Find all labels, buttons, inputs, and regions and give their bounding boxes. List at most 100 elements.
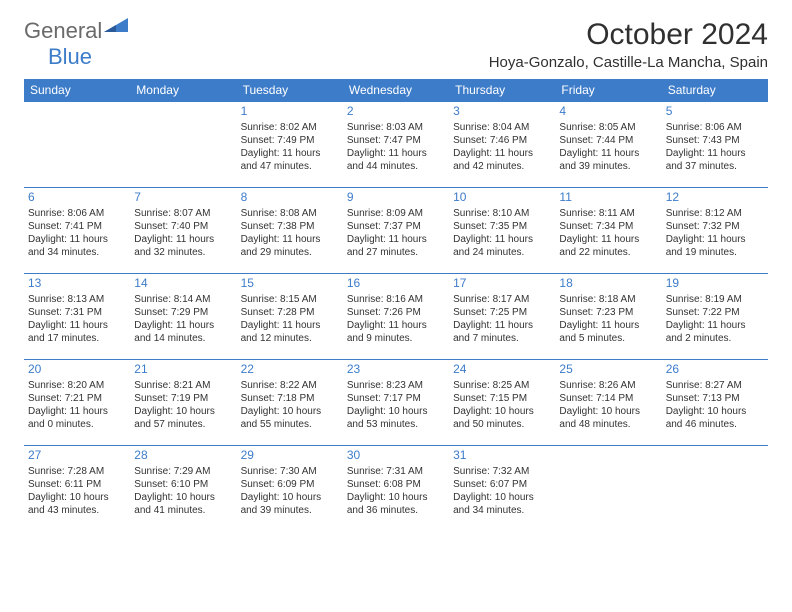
- sunset-line: Sunset: 7:19 PM: [134, 392, 232, 405]
- sunset-line: Sunset: 7:14 PM: [559, 392, 657, 405]
- logo: General Blue: [24, 18, 128, 70]
- sunset-line: Sunset: 7:37 PM: [347, 220, 445, 233]
- daylight-line: Daylight: 10 hours and 46 minutes.: [666, 405, 764, 431]
- daylight-line: Daylight: 10 hours and 41 minutes.: [134, 491, 232, 517]
- calendar-day-cell: 13Sunrise: 8:13 AMSunset: 7:31 PMDayligh…: [24, 274, 130, 360]
- daylight-line: Daylight: 11 hours and 14 minutes.: [134, 319, 232, 345]
- calendar-day-cell: [24, 102, 130, 188]
- sunset-line: Sunset: 7:17 PM: [347, 392, 445, 405]
- weekday-header-row: Sunday Monday Tuesday Wednesday Thursday…: [24, 79, 768, 102]
- daylight-line: Daylight: 11 hours and 12 minutes.: [241, 319, 339, 345]
- sunrise-line: Sunrise: 8:26 AM: [559, 379, 657, 392]
- sunset-line: Sunset: 7:28 PM: [241, 306, 339, 319]
- daylight-line: Daylight: 10 hours and 39 minutes.: [241, 491, 339, 517]
- sunset-line: Sunset: 7:43 PM: [666, 134, 764, 147]
- logo-text-general: General: [24, 18, 102, 44]
- calendar-table: Sunday Monday Tuesday Wednesday Thursday…: [24, 79, 768, 532]
- sunrise-line: Sunrise: 8:02 AM: [241, 121, 339, 134]
- calendar-day-cell: 8Sunrise: 8:08 AMSunset: 7:38 PMDaylight…: [237, 188, 343, 274]
- sunrise-line: Sunrise: 8:10 AM: [453, 207, 551, 220]
- day-number: 22: [241, 362, 339, 378]
- day-number: 16: [347, 276, 445, 292]
- day-number: 12: [666, 190, 764, 206]
- sunset-line: Sunset: 7:15 PM: [453, 392, 551, 405]
- daylight-line: Daylight: 11 hours and 5 minutes.: [559, 319, 657, 345]
- sunrise-line: Sunrise: 7:30 AM: [241, 465, 339, 478]
- sunset-line: Sunset: 7:34 PM: [559, 220, 657, 233]
- calendar-day-cell: 17Sunrise: 8:17 AMSunset: 7:25 PMDayligh…: [449, 274, 555, 360]
- sunrise-line: Sunrise: 8:22 AM: [241, 379, 339, 392]
- day-number: 6: [28, 190, 126, 206]
- sunset-line: Sunset: 7:49 PM: [241, 134, 339, 147]
- calendar-week-row: 20Sunrise: 8:20 AMSunset: 7:21 PMDayligh…: [24, 360, 768, 446]
- sunset-line: Sunset: 7:46 PM: [453, 134, 551, 147]
- calendar-day-cell: 3Sunrise: 8:04 AMSunset: 7:46 PMDaylight…: [449, 102, 555, 188]
- title-block: October 2024 Hoya-Gonzalo, Castille-La M…: [489, 18, 768, 71]
- calendar-day-cell: 6Sunrise: 8:06 AMSunset: 7:41 PMDaylight…: [24, 188, 130, 274]
- calendar-week-row: 6Sunrise: 8:06 AMSunset: 7:41 PMDaylight…: [24, 188, 768, 274]
- calendar-day-cell: 4Sunrise: 8:05 AMSunset: 7:44 PMDaylight…: [555, 102, 661, 188]
- daylight-line: Daylight: 11 hours and 0 minutes.: [28, 405, 126, 431]
- day-number: 5: [666, 104, 764, 120]
- sunrise-line: Sunrise: 7:29 AM: [134, 465, 232, 478]
- daylight-line: Daylight: 11 hours and 19 minutes.: [666, 233, 764, 259]
- sunrise-line: Sunrise: 8:06 AM: [28, 207, 126, 220]
- daylight-line: Daylight: 11 hours and 2 minutes.: [666, 319, 764, 345]
- day-number: 24: [453, 362, 551, 378]
- day-number: 14: [134, 276, 232, 292]
- calendar-day-cell: 19Sunrise: 8:19 AMSunset: 7:22 PMDayligh…: [662, 274, 768, 360]
- sunrise-line: Sunrise: 8:23 AM: [347, 379, 445, 392]
- day-number: 7: [134, 190, 232, 206]
- month-title: October 2024: [489, 18, 768, 52]
- sunset-line: Sunset: 7:31 PM: [28, 306, 126, 319]
- day-number: 4: [559, 104, 657, 120]
- sunrise-line: Sunrise: 8:05 AM: [559, 121, 657, 134]
- calendar-week-row: 13Sunrise: 8:13 AMSunset: 7:31 PMDayligh…: [24, 274, 768, 360]
- day-number: 15: [241, 276, 339, 292]
- sunset-line: Sunset: 6:10 PM: [134, 478, 232, 491]
- daylight-line: Daylight: 10 hours and 36 minutes.: [347, 491, 445, 517]
- sunrise-line: Sunrise: 8:04 AM: [453, 121, 551, 134]
- calendar-day-cell: 2Sunrise: 8:03 AMSunset: 7:47 PMDaylight…: [343, 102, 449, 188]
- weekday-header: Saturday: [662, 79, 768, 102]
- sunset-line: Sunset: 6:09 PM: [241, 478, 339, 491]
- day-number: 17: [453, 276, 551, 292]
- sunrise-line: Sunrise: 8:06 AM: [666, 121, 764, 134]
- calendar-day-cell: 24Sunrise: 8:25 AMSunset: 7:15 PMDayligh…: [449, 360, 555, 446]
- weekday-header: Friday: [555, 79, 661, 102]
- day-number: 26: [666, 362, 764, 378]
- daylight-line: Daylight: 11 hours and 32 minutes.: [134, 233, 232, 259]
- calendar-week-row: 1Sunrise: 8:02 AMSunset: 7:49 PMDaylight…: [24, 102, 768, 188]
- calendar-day-cell: 23Sunrise: 8:23 AMSunset: 7:17 PMDayligh…: [343, 360, 449, 446]
- weekday-header: Tuesday: [237, 79, 343, 102]
- day-number: 29: [241, 448, 339, 464]
- sunrise-line: Sunrise: 8:18 AM: [559, 293, 657, 306]
- calendar-day-cell: 25Sunrise: 8:26 AMSunset: 7:14 PMDayligh…: [555, 360, 661, 446]
- calendar-day-cell: 28Sunrise: 7:29 AMSunset: 6:10 PMDayligh…: [130, 446, 236, 532]
- day-number: 2: [347, 104, 445, 120]
- weekday-header: Monday: [130, 79, 236, 102]
- header: General Blue October 2024 Hoya-Gonzalo, …: [24, 18, 768, 71]
- sunset-line: Sunset: 7:44 PM: [559, 134, 657, 147]
- calendar-body: 1Sunrise: 8:02 AMSunset: 7:49 PMDaylight…: [24, 102, 768, 532]
- day-number: 3: [453, 104, 551, 120]
- logo-triangle-icon: [104, 18, 128, 36]
- daylight-line: Daylight: 10 hours and 55 minutes.: [241, 405, 339, 431]
- sunset-line: Sunset: 7:38 PM: [241, 220, 339, 233]
- sunset-line: Sunset: 6:08 PM: [347, 478, 445, 491]
- sunset-line: Sunset: 7:32 PM: [666, 220, 764, 233]
- day-number: 25: [559, 362, 657, 378]
- sunrise-line: Sunrise: 8:11 AM: [559, 207, 657, 220]
- calendar-day-cell: 10Sunrise: 8:10 AMSunset: 7:35 PMDayligh…: [449, 188, 555, 274]
- sunset-line: Sunset: 6:11 PM: [28, 478, 126, 491]
- day-number: 23: [347, 362, 445, 378]
- calendar-day-cell: 5Sunrise: 8:06 AMSunset: 7:43 PMDaylight…: [662, 102, 768, 188]
- daylight-line: Daylight: 10 hours and 53 minutes.: [347, 405, 445, 431]
- day-number: 27: [28, 448, 126, 464]
- daylight-line: Daylight: 11 hours and 7 minutes.: [453, 319, 551, 345]
- daylight-line: Daylight: 10 hours and 57 minutes.: [134, 405, 232, 431]
- sunrise-line: Sunrise: 8:14 AM: [134, 293, 232, 306]
- calendar-day-cell: 31Sunrise: 7:32 AMSunset: 6:07 PMDayligh…: [449, 446, 555, 532]
- day-number: 10: [453, 190, 551, 206]
- calendar-day-cell: 15Sunrise: 8:15 AMSunset: 7:28 PMDayligh…: [237, 274, 343, 360]
